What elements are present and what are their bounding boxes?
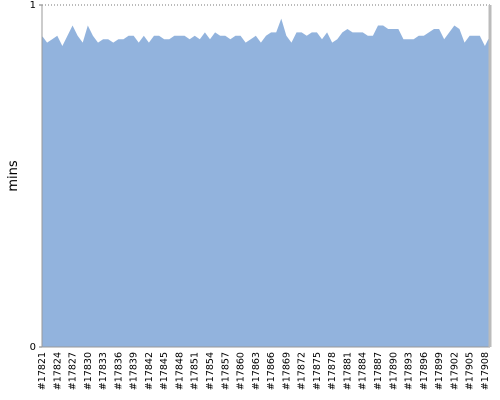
x-tick-label: #17905 <box>465 352 476 390</box>
x-tick-label: #17890 <box>388 352 399 390</box>
x-tick-label: #17833 <box>98 352 109 390</box>
x-tick-label: #17884 <box>358 352 369 390</box>
x-tick-label: #17827 <box>68 352 79 390</box>
x-tick-label: #17908 <box>480 352 491 390</box>
x-tick-label: #17824 <box>52 352 63 390</box>
area <box>42 18 490 348</box>
x-tick-label: #17881 <box>342 352 353 390</box>
y-axis-label: mins <box>6 160 21 192</box>
x-tick-label: #17830 <box>83 352 94 390</box>
x-tick-label: #17872 <box>297 352 308 390</box>
x-tick-label: #17896 <box>419 352 430 390</box>
x-tick-label: #17899 <box>434 352 445 390</box>
x-tick-label: #17854 <box>205 352 216 390</box>
x-tick-label: #17869 <box>281 352 292 390</box>
y-tick-label: 0 <box>30 342 36 353</box>
x-tick-label: #17887 <box>373 352 384 390</box>
x-tick-label: #17851 <box>190 352 201 390</box>
x-tick-label: #17842 <box>144 352 155 390</box>
x-tick-label: #17848 <box>174 352 185 390</box>
x-tick-label: #17857 <box>220 352 231 390</box>
x-tick-label: #17839 <box>129 352 140 390</box>
x-tick-label: #17821 <box>37 352 48 390</box>
x-tick-label: #17863 <box>251 352 262 390</box>
x-tick-label: #17875 <box>312 352 323 390</box>
x-tick-label: #17836 <box>113 352 124 390</box>
x-tick-label: #17902 <box>449 352 460 390</box>
y-tick-label: 1 <box>30 0 36 11</box>
x-tick-label: #17860 <box>236 352 247 390</box>
x-tick-label: #17866 <box>266 352 277 390</box>
x-tick-label: #17878 <box>327 352 338 390</box>
x-tick-label: #17845 <box>159 352 170 390</box>
x-tick-label: #17893 <box>404 352 415 390</box>
